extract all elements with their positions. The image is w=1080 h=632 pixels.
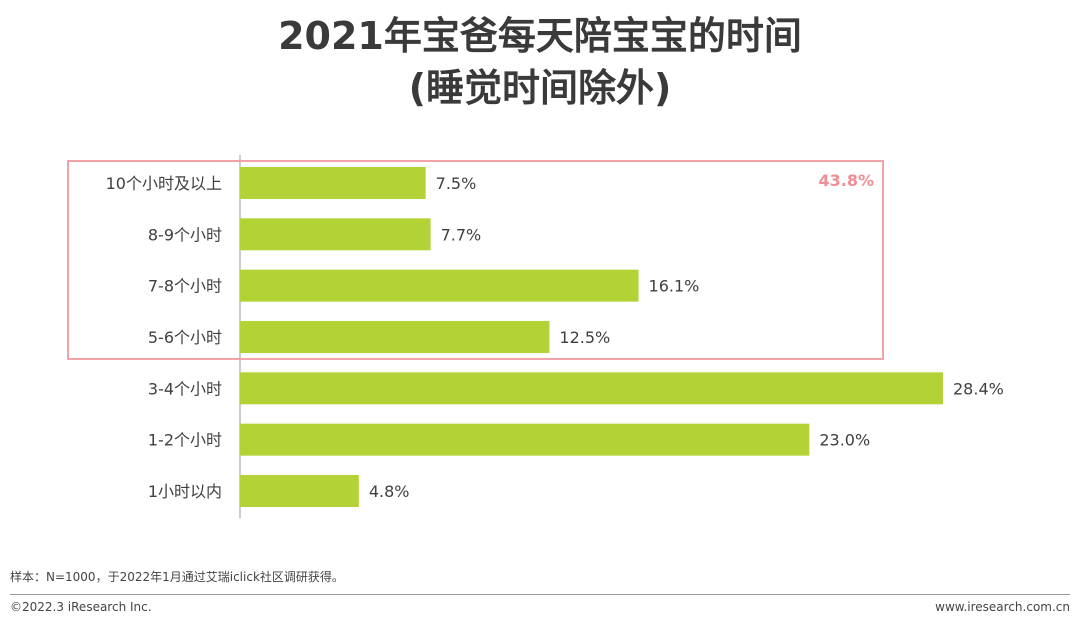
data-label: 12.5% bbox=[559, 328, 610, 347]
footnote: 样本：N=1000，于2022年1月通过艾瑞iclick社区调研获得。 bbox=[10, 570, 344, 584]
data-label: 7.7% bbox=[441, 225, 482, 244]
bar bbox=[240, 269, 639, 302]
category-label: 5-6个小时 bbox=[148, 328, 222, 347]
bar bbox=[240, 372, 943, 405]
category-label: 1小时以内 bbox=[148, 482, 222, 501]
category-label: 7-8个小时 bbox=[148, 277, 222, 296]
bar bbox=[240, 167, 426, 199]
website: www.iresearch.com.cn bbox=[935, 600, 1070, 614]
data-label: 7.5% bbox=[436, 174, 477, 193]
category-label: 3-4个小时 bbox=[148, 379, 222, 398]
data-label: 16.1% bbox=[649, 277, 700, 296]
category-label: 8-9个小时 bbox=[148, 225, 222, 244]
data-label: 4.8% bbox=[369, 482, 410, 501]
bar bbox=[240, 218, 431, 251]
category-label: 10个小时及以上 bbox=[106, 174, 222, 193]
highlight-total-label: 43.8% bbox=[818, 171, 874, 190]
category-label: 1-2个小时 bbox=[148, 431, 222, 450]
footer-divider bbox=[10, 594, 1070, 595]
highlight-box bbox=[67, 160, 884, 360]
bar bbox=[240, 320, 550, 353]
data-label: 28.4% bbox=[953, 379, 1004, 398]
chart-subtitle: (睡觉时间除外) bbox=[408, 66, 672, 110]
bar bbox=[240, 474, 359, 507]
data-label: 23.0% bbox=[819, 431, 870, 450]
bar bbox=[240, 423, 810, 456]
chart-title: 2021年宝爸每天陪宝宝的时间 bbox=[278, 14, 802, 58]
bar-chart: 43.8% 10个小时及以上 7.5% 8-9个小时 7.7% 7-8个小时 16.1% 5… bbox=[67, 155, 1004, 518]
copyright: ©2022.3 iResearch Inc. bbox=[10, 600, 152, 614]
